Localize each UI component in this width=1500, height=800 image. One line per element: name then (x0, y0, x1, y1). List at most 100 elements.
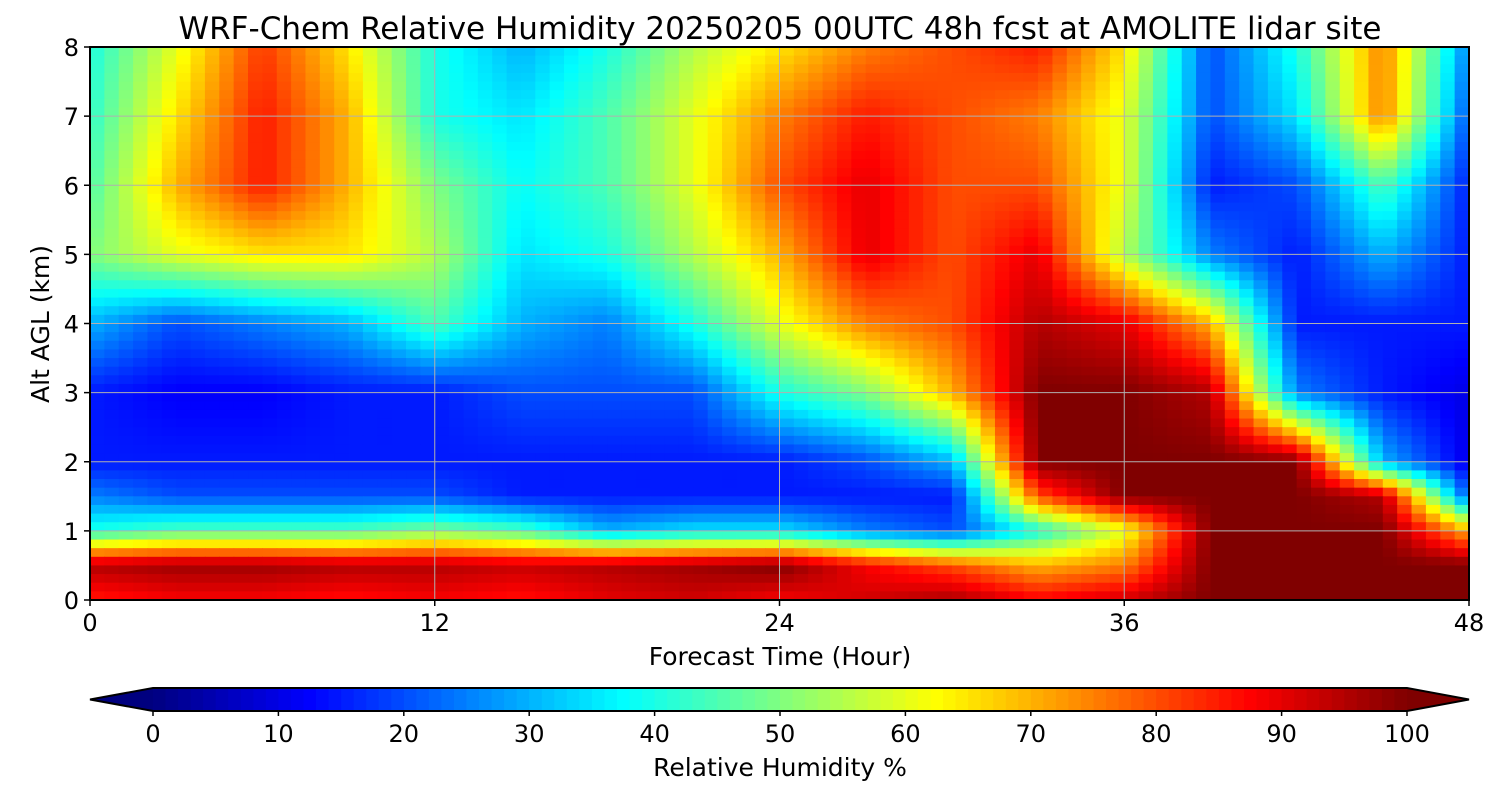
heatmap-cell (377, 185, 393, 195)
heatmap-cell (736, 418, 752, 428)
heatmap-cell (1095, 176, 1111, 186)
heatmap-cell (693, 271, 709, 281)
heatmap-cell (722, 461, 737, 471)
heatmap-cell (549, 263, 565, 273)
heatmap-cell (822, 228, 838, 238)
heatmap-cell (477, 211, 493, 221)
heatmap-cell (1267, 237, 1283, 247)
heatmap-cell (1152, 107, 1168, 117)
heatmap-cell (966, 124, 982, 135)
heatmap-cell (334, 487, 350, 497)
heatmap-cell (1339, 470, 1355, 480)
heatmap-cell (1339, 487, 1355, 497)
heatmap-cell (506, 280, 522, 290)
heatmap-cell (865, 124, 881, 135)
heatmap-cell (880, 332, 896, 342)
heatmap-cell (1282, 64, 1298, 74)
heatmap-cell (1310, 107, 1326, 117)
heatmap-cell (822, 427, 838, 437)
heatmap-cell (851, 159, 867, 169)
heatmap-cell (248, 375, 263, 385)
heatmap-cell (506, 150, 522, 160)
heatmap-cell (406, 176, 421, 186)
heatmap-cell (851, 280, 867, 290)
heatmap-cell (420, 81, 436, 91)
heatmap-cell (1411, 392, 1427, 402)
heatmap-cell (104, 228, 120, 238)
heatmap-cell (1296, 358, 1312, 368)
heatmap-cell (779, 228, 795, 238)
heatmap-cell (291, 435, 307, 446)
heatmap-cell (707, 297, 723, 307)
heatmap-cell (607, 358, 623, 368)
heatmap-cell (578, 263, 594, 273)
heatmap-cell (463, 280, 479, 290)
heatmap-cell (1310, 453, 1326, 463)
heatmap-cell (463, 366, 479, 376)
heatmap-cell (693, 211, 709, 221)
heatmap-cell (808, 159, 824, 169)
heatmap-cell (678, 185, 694, 195)
heatmap-cell (118, 81, 134, 91)
heatmap-cell (793, 176, 809, 186)
heatmap-cell (1066, 271, 1082, 281)
heatmap-cell (262, 47, 278, 57)
heatmap-cell (391, 263, 407, 273)
heatmap-cell (836, 176, 852, 186)
heatmap-cell (607, 461, 623, 471)
heatmap-cell (190, 185, 206, 195)
heatmap-cell (836, 202, 852, 212)
heatmap-cell (190, 263, 206, 273)
heatmap-cell (966, 418, 982, 428)
heatmap-cell (391, 435, 407, 446)
heatmap-cell (693, 150, 709, 160)
heatmap-cell (291, 193, 307, 204)
heatmap-cell (1081, 228, 1097, 238)
heatmap-cell (564, 444, 579, 454)
heatmap-cell (362, 47, 378, 57)
heatmap-cell (549, 392, 565, 402)
heatmap-cell (635, 349, 651, 359)
heatmap-cell (664, 245, 680, 255)
heatmap-cell (951, 254, 967, 264)
heatmap-cell (348, 470, 364, 480)
heatmap-cell (406, 133, 421, 143)
heatmap-cell (1138, 375, 1154, 385)
heatmap-cell (564, 254, 579, 264)
heatmap-cell (678, 116, 694, 126)
heatmap-cell (406, 211, 421, 221)
heatmap-cell (1152, 124, 1168, 135)
heatmap-cell (161, 159, 177, 169)
heatmap-cell (607, 375, 623, 385)
heatmap-cell (233, 340, 249, 351)
heatmap-cell (1081, 90, 1097, 100)
heatmap-cell (1095, 375, 1111, 385)
heatmap-cell (592, 55, 608, 65)
heatmap-cell (520, 332, 536, 342)
heatmap-cell (1368, 72, 1384, 83)
heatmap-cell (707, 470, 723, 480)
heatmap-cell (1296, 142, 1312, 152)
heatmap-cell (980, 340, 996, 351)
heatmap-cell (118, 470, 134, 480)
heatmap-cell (994, 288, 1010, 299)
heatmap-cell (434, 90, 450, 100)
heatmap-cell (650, 427, 666, 437)
heatmap-cell (808, 72, 824, 83)
heatmap-cell (1239, 297, 1255, 307)
heatmap-cell (793, 306, 809, 316)
heatmap-cell (1454, 453, 1470, 463)
heatmap-cell (908, 185, 924, 195)
heatmap-cell (1109, 211, 1125, 221)
heatmap-cell (836, 263, 852, 273)
heatmap-cell (765, 116, 781, 126)
heatmap-cell (104, 461, 120, 471)
heatmap-cell (118, 383, 134, 394)
heatmap-cell (362, 90, 378, 100)
heatmap-cell (334, 288, 350, 299)
heatmap-cell (161, 383, 177, 394)
heatmap-cell (1023, 401, 1039, 411)
heatmap-cell (1109, 358, 1125, 368)
heatmap-cell (1454, 297, 1470, 307)
heatmap-cell (319, 176, 335, 186)
